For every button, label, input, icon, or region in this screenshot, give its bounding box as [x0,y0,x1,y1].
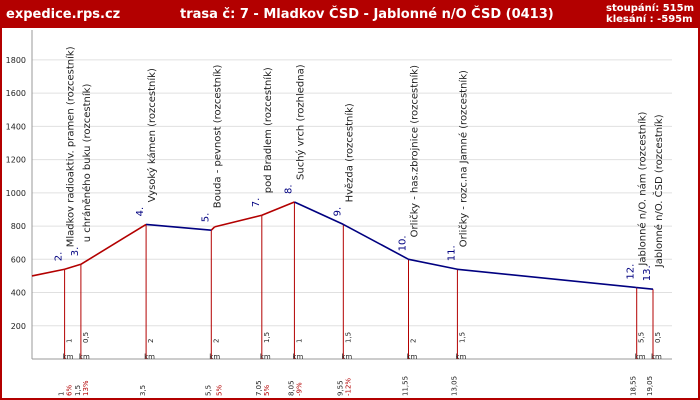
waypoint-name: Vysoký kámen (rozcestník) [146,68,158,202]
segment-distance-label: 2 [147,339,155,343]
waypoint-number: 9. [332,207,343,217]
waypoint-name: Mladkov radioaktiv. pramen (rozcestník) [65,46,77,247]
descent-stat: klesání : -595m [606,14,693,25]
waypoint-number: 8. [283,184,294,194]
grade-label: 6% [66,385,74,396]
waypoint-number: 13. [642,265,653,281]
profile-segment [146,223,212,232]
segment-distance-label: 2 [410,339,418,343]
profile-segment [31,268,65,277]
cumulative-distance-label: 7,05 [255,380,263,396]
profile-segment [64,263,82,271]
y-tick-label: 1400 [6,122,26,131]
segment-distance-label: 0,5 [654,332,662,343]
waypoint-number: 7. [251,198,262,208]
profile-segment [210,226,216,231]
cumulative-distance-label: 8,05 [287,380,295,396]
waypoint-name: Jablonné n/O. ČSD (rozcestník) [652,114,665,268]
waypoint-name: Hvězda (rozcestník) [343,103,355,202]
y-tick-label: 800 [11,222,26,231]
title-bar: expedice.rps.cz trasa č: 7 - Mladkov ČSD… [2,2,698,28]
grade-label: 5% [263,385,271,396]
waypoint-number: 4. [135,207,146,217]
km-unit-label: km [651,353,662,361]
grade-label: -9% [295,382,303,396]
profile-segment [214,214,263,228]
profile-segment [80,223,147,265]
y-tick-label: 1000 [6,189,26,198]
ascent-stat: stoupání: 515m [606,3,694,14]
profile-segment [457,268,637,289]
km-unit-label: km [144,353,155,361]
waypoint-number: 10. [398,235,409,251]
segment-distance-label: 1,5 [344,332,352,343]
y-tick-label: 200 [11,322,26,331]
cumulative-distance-label: 11,55 [402,376,410,396]
cumulative-distance-label: 19,05 [646,376,654,396]
cumulative-distance-label: 5,5 [204,385,212,396]
y-tick-label: 1200 [6,156,26,165]
profile-segment [342,223,409,261]
waypoint-name: Suchý vrch (rozhledna) [294,64,306,180]
waypoint-number: 12. [626,264,637,280]
elevation-stats: stoupání: 515m klesání : -595m [606,3,694,25]
cumulative-distance-label: 9,55 [336,380,344,396]
cumulative-distance-label: 18,55 [630,376,638,396]
km-unit-label: km [79,353,90,361]
y-tick-label: 600 [11,255,26,264]
waypoint-name: Orličky - rozc.na Jamné (rozcestník) [457,70,469,247]
profile-segment [636,286,654,291]
segment-distance-label: 1 [66,339,74,343]
profile-segment [294,201,344,226]
y-tick-label: 1600 [6,89,26,98]
km-unit-label: km [260,353,271,361]
waypoint-number: 2. [54,252,65,262]
waypoint-number: 11. [446,245,457,261]
grade-label: 13% [82,380,90,396]
segment-distance-label: 1,5 [458,332,466,343]
km-unit-label: km [292,353,303,361]
km-unit-label: km [455,353,466,361]
waypoint-name: pod Bradlem (rozcestník) [262,67,274,193]
segment-distance-label: 5,5 [638,332,646,343]
cumulative-distance-label: 3,5 [139,385,147,396]
y-tick-label: 400 [11,289,26,298]
profile-segment [408,258,458,271]
cumulative-distance-label: 13,05 [450,376,458,396]
km-unit-label: km [341,353,352,361]
segment-distance-label: 2 [212,339,220,343]
grade-label: 5% [216,385,224,396]
km-unit-label: km [209,353,220,361]
grade-label: -12% [344,378,352,396]
y-tick-label: 1800 [6,56,26,65]
km-unit-label: km [407,353,418,361]
route-title: trasa č: 7 - Mladkov ČSD - Jablonné n/O … [180,7,554,22]
segment-distance-label: 0,5 [82,332,90,343]
segment-distance-label: 1 [295,339,303,343]
waypoint-name: Jablonné n/O. nám (rozcestník) [637,111,649,266]
waypoint-name: Bouda - pevnost (rozcestník) [211,64,223,208]
site-name: expedice.rps.cz [6,7,121,22]
waypoint-number: 5. [200,213,211,223]
cumulative-distance-label: 1,5 [74,385,82,396]
waypoint-number: 3. [70,247,81,257]
profile-segment [261,201,295,217]
waypoint-name: Orličky - has.zbrojnice (rozcestník) [409,65,421,237]
cumulative-distance-label: 1 [58,392,66,396]
km-unit-label: km [63,353,74,361]
km-unit-label: km [635,353,646,361]
waypoint-name: u chráněného buku (rozcestník) [81,84,93,243]
segment-distance-label: 1,5 [263,332,271,343]
